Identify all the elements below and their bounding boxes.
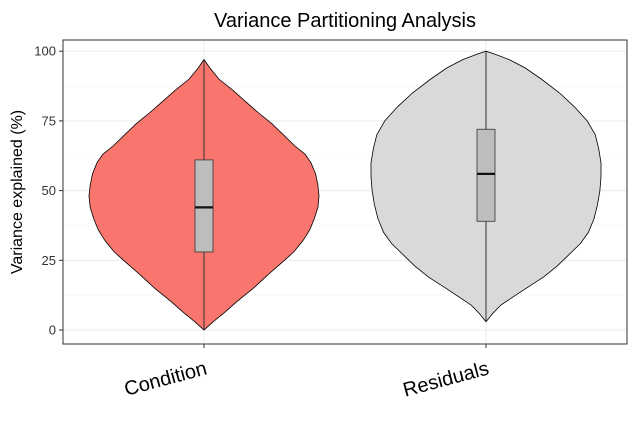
box-residuals [476, 128, 496, 222]
y-axis-label: Variance explained (%) [9, 110, 26, 274]
y-tick-label: 100 [34, 44, 56, 59]
x-tick-label: Residuals [401, 358, 492, 402]
y-tick-label: 25 [42, 253, 56, 268]
chart-title: Variance Partitioning Analysis [214, 10, 476, 32]
box-condition [194, 159, 214, 253]
boxplots [194, 51, 496, 331]
x-tick-label: Condition [122, 358, 209, 401]
y-tick-label: 0 [49, 323, 56, 338]
y-tick-label: 50 [42, 183, 56, 198]
plot-panel-border [62, 39, 628, 345]
y-axis: 0 25 50 75 100 [34, 44, 63, 338]
y-tick-label: 75 [42, 113, 56, 128]
x-axis: Condition Residuals [122, 344, 491, 402]
